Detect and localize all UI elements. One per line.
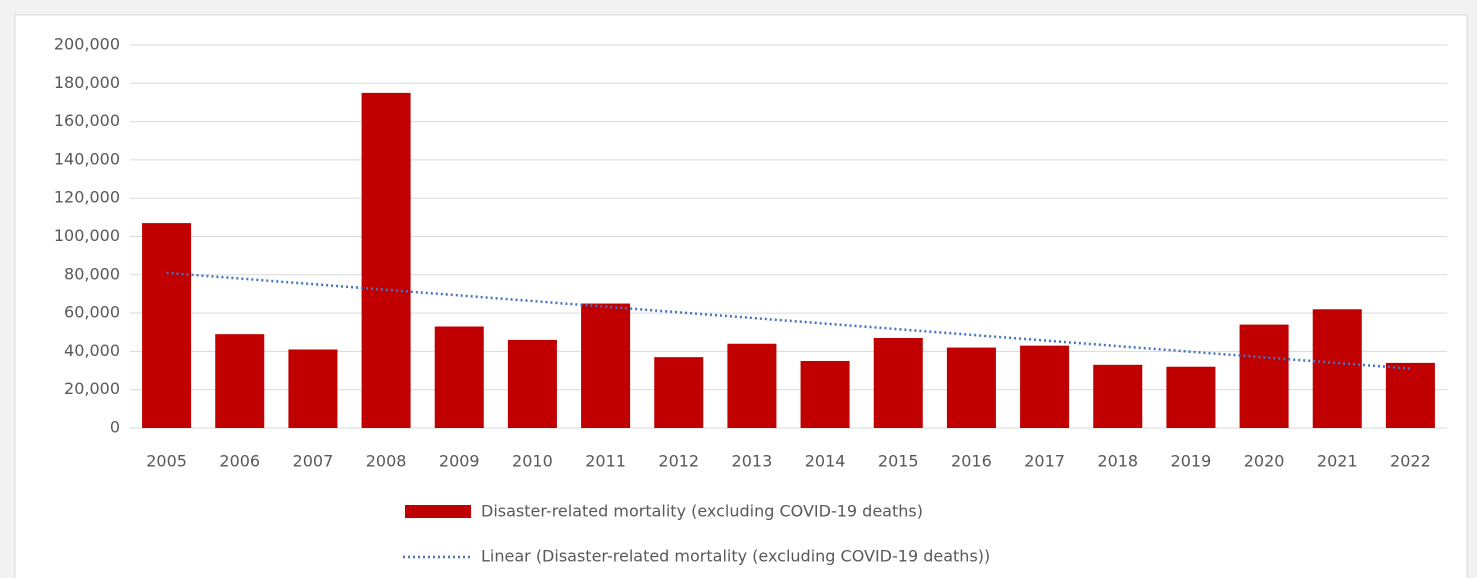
- bar: [1385, 362, 1435, 428]
- y-tick-label: 160,000: [54, 111, 120, 130]
- y-tick-label: 80,000: [64, 264, 120, 283]
- x-tick-label: 2015: [878, 452, 919, 471]
- x-tick-label: 2012: [658, 452, 699, 471]
- x-tick-label: 2013: [732, 452, 773, 471]
- y-tick-label: 120,000: [54, 188, 120, 207]
- y-tick-label: 140,000: [54, 149, 120, 168]
- x-tick-label: 2020: [1244, 452, 1285, 471]
- y-tick-label: 0: [110, 418, 120, 437]
- y-tick-label: 60,000: [64, 303, 120, 322]
- bar: [873, 337, 923, 428]
- x-tick-label: 2019: [1171, 452, 1212, 471]
- legend-label: Disaster-related mortality (excluding CO…: [481, 502, 923, 521]
- y-tick-label: 100,000: [54, 226, 120, 245]
- legend-label: Linear (Disaster-related mortality (excl…: [481, 547, 990, 566]
- bar: [727, 343, 777, 428]
- y-tick-label: 180,000: [54, 73, 120, 92]
- x-tick-label: 2017: [1024, 452, 1065, 471]
- bar: [1020, 345, 1070, 428]
- y-tick-label: 40,000: [64, 341, 120, 360]
- legend-swatch: [405, 505, 471, 518]
- x-tick-label: 2010: [512, 452, 553, 471]
- x-tick-label: 2016: [951, 452, 992, 471]
- x-tick-label: 2007: [293, 452, 334, 471]
- x-tick-label: 2014: [805, 452, 846, 471]
- bar: [361, 92, 411, 428]
- bar: [1093, 364, 1143, 428]
- y-tick-label: 20,000: [64, 379, 120, 398]
- bar: [507, 339, 557, 428]
- bar: [1239, 324, 1289, 428]
- bar: [288, 349, 338, 428]
- x-tick-label: 2021: [1317, 452, 1358, 471]
- y-tick-label: 200,000: [54, 35, 120, 54]
- x-tick-label: 2008: [366, 452, 407, 471]
- bar: [215, 334, 265, 428]
- bar: [581, 303, 631, 428]
- x-tick-label: 2011: [585, 452, 626, 471]
- x-tick-label: 2006: [219, 452, 260, 471]
- x-tick-label: 2009: [439, 452, 480, 471]
- bar: [800, 360, 850, 428]
- x-tick-label: 2005: [146, 452, 187, 471]
- bar: [434, 326, 484, 428]
- bar: [1166, 366, 1216, 428]
- x-tick-label: 2022: [1390, 452, 1431, 471]
- chart-area: [14, 14, 1468, 578]
- bar: [946, 347, 996, 428]
- bar: [142, 223, 192, 428]
- bar: [1312, 309, 1362, 428]
- bar: [654, 357, 704, 428]
- x-tick-label: 2018: [1097, 452, 1138, 471]
